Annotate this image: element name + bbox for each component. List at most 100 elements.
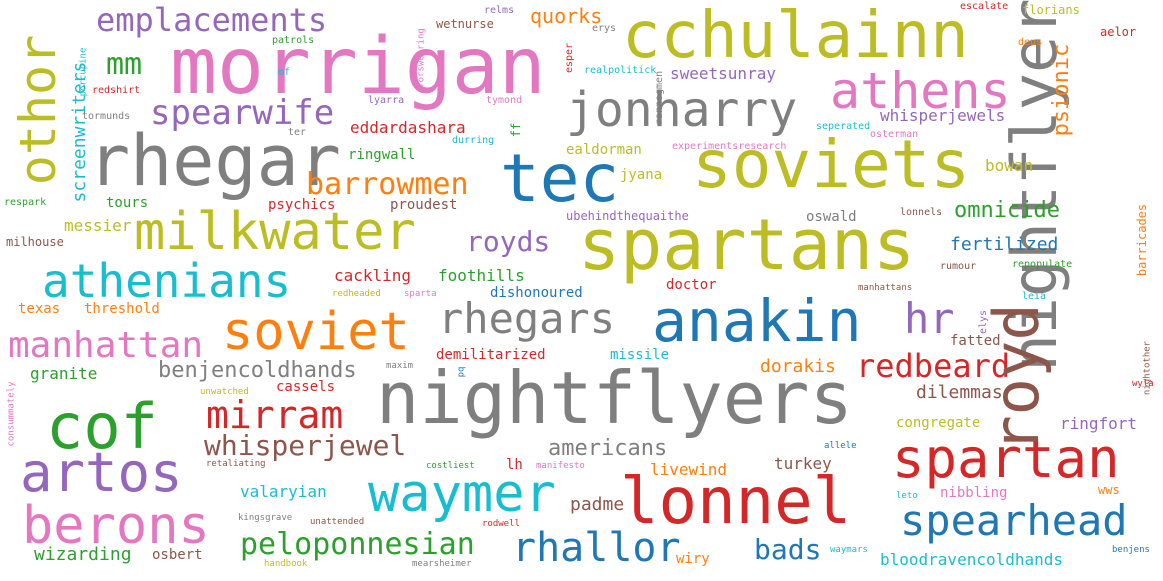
word-allele: allele — [824, 441, 857, 451]
word-maxim: maxim — [386, 361, 414, 371]
word-tours: tours — [106, 195, 149, 211]
word-nightflyers: nightflyers — [376, 356, 853, 440]
word-dorakis: dorakis — [760, 356, 836, 377]
word-redbeard: redbeard — [856, 347, 1011, 385]
word-royds: royds — [466, 225, 551, 258]
word-jyana: jyana — [620, 167, 663, 183]
word-berons: berons — [22, 496, 210, 556]
word-psychics: psychics — [268, 197, 336, 213]
word-lonnel: lonnel — [620, 465, 852, 539]
word-lonnels: lonnels — [900, 207, 943, 218]
word-jonharry: jonharry — [566, 82, 798, 138]
word-messier: messier — [64, 216, 132, 235]
word-dishonoured: dishonoured — [490, 285, 583, 301]
word-rhegars: rhegars — [438, 294, 616, 343]
word-durring: durring — [452, 135, 495, 146]
word-threshold: threshold — [84, 301, 160, 317]
word-spartans: spartans — [578, 204, 916, 286]
word-benjencoldhands: benjencoldhands — [158, 358, 357, 383]
word-respark: respark — [4, 197, 47, 208]
word-americans: americans — [548, 436, 668, 461]
word-proudest: proudest — [390, 197, 458, 213]
word-artos: artos — [20, 441, 183, 504]
word-hr: hr — [904, 294, 955, 343]
word-quorks: quorks — [530, 4, 603, 28]
word-missile: missile — [610, 347, 670, 363]
word-pq: pq — [456, 366, 467, 378]
word-ringwall: ringwall — [348, 147, 416, 163]
word-eddardashara: eddardashara — [350, 118, 466, 137]
word-rodwell: rodwell — [482, 519, 520, 529]
word-porcupine: porcupine — [78, 47, 89, 97]
word-mf: mf — [278, 67, 291, 78]
word-unwatched: unwatched — [200, 387, 249, 397]
word-bads: bads — [754, 533, 822, 566]
word-whisperjewel: whisperjewel — [204, 429, 407, 462]
word-seperated: seperated — [816, 121, 871, 132]
word-manhattan: manhattan — [8, 325, 204, 366]
word-turkey: turkey — [774, 454, 832, 473]
word-cof: cof — [46, 390, 158, 463]
word-royd: royd — [980, 303, 1053, 453]
word-experimentsresearch: experimentsresearch — [672, 141, 787, 152]
word-mearsheimer: mearsheimer — [412, 559, 472, 569]
word-ringfort: ringfort — [1060, 414, 1138, 433]
word-leia: leia — [1022, 291, 1047, 302]
word-oswald: oswald — [806, 209, 857, 225]
word-unattended: unattended — [310, 517, 365, 527]
word-escalate: escalate — [960, 1, 1009, 12]
word-demilitarized: demilitarized — [436, 347, 546, 363]
word-rumour: rumour — [940, 261, 977, 272]
word-ealdorman: ealdorman — [566, 142, 642, 158]
word-retaliating: retaliating — [206, 459, 266, 469]
word-ubehindthequaithe: ubehindthequaithe — [566, 209, 689, 223]
word-anakin: anakin — [652, 287, 862, 355]
word-mirram: mirram — [206, 393, 344, 437]
word-barrowmen: barrowmen — [306, 167, 469, 202]
word-whisperjewels: whisperjewels — [880, 106, 1006, 125]
word-aelor: aelor — [1100, 25, 1137, 39]
word-relms: relms — [484, 5, 515, 16]
word-ter: ter — [288, 127, 307, 138]
word-peloponnesian: peloponnesian — [240, 527, 475, 562]
word-foothills: foothills — [438, 266, 525, 285]
word-spartan: spartan — [892, 427, 1120, 490]
word-deus: deus — [1018, 37, 1043, 48]
word-athens: athens — [830, 62, 1011, 120]
word-osterman: osterman — [870, 129, 919, 140]
word-florians: florians — [1022, 3, 1080, 17]
word-livewind: livewind — [650, 460, 728, 479]
word-waymer: waymer — [368, 464, 556, 524]
word-rhallor: rhallor — [512, 525, 681, 571]
word-milhouse: milhouse — [6, 235, 64, 249]
word-valaryian: valaryian — [240, 482, 327, 501]
word-cassels: cassels — [276, 379, 336, 395]
word-athenians: athenians — [42, 254, 292, 308]
word-lyarra: lyarra — [368, 95, 405, 106]
word-sparta: sparta — [404, 289, 437, 299]
word-wiry: wiry — [676, 551, 710, 567]
word-fertilized: fertilized — [950, 234, 1059, 255]
word-patrols: patrols — [272, 35, 315, 46]
word-spearwife: spearwife — [150, 93, 335, 133]
word-redheaded: redheaded — [332, 289, 381, 299]
word-repopulate: repopulate — [1012, 259, 1073, 270]
word-costliest: costliest — [426, 461, 475, 471]
word-bowan: bowan — [985, 156, 1034, 175]
word-soviet: soviet — [222, 302, 410, 362]
word-esper: esper — [564, 42, 575, 74]
word-granite: granite — [30, 364, 98, 383]
word-forswearing: forswearing — [416, 28, 427, 88]
word-soviets: soviets — [692, 126, 971, 203]
word-sweetsunray: sweetsunray — [670, 64, 776, 83]
word-tymond: tymond — [486, 95, 523, 106]
word-morrigan: morrigan — [170, 22, 546, 112]
word-tormunds: tormunds — [82, 111, 131, 122]
word-emplacements: emplacements — [96, 1, 328, 39]
word-kingsgrave: kingsgrave — [238, 513, 293, 523]
word-bloodravencoldhands: bloodravencoldhands — [880, 550, 1064, 569]
word-benjens: benjens — [1112, 545, 1150, 555]
word-nibbling: nibbling — [940, 485, 1008, 501]
word-spearhead: spearhead — [900, 496, 1128, 545]
